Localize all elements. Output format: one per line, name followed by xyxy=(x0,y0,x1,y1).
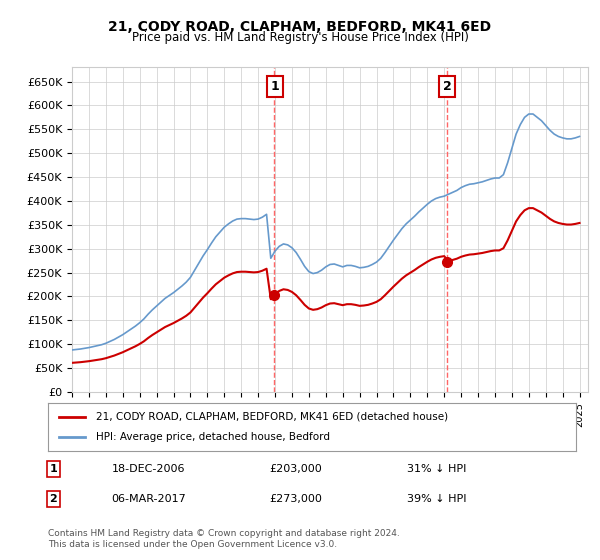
Text: 21, CODY ROAD, CLAPHAM, BEDFORD, MK41 6ED (detached house): 21, CODY ROAD, CLAPHAM, BEDFORD, MK41 6E… xyxy=(95,412,448,422)
Text: 21, CODY ROAD, CLAPHAM, BEDFORD, MK41 6ED: 21, CODY ROAD, CLAPHAM, BEDFORD, MK41 6E… xyxy=(109,20,491,34)
Text: 1: 1 xyxy=(271,80,280,93)
Text: 18-DEC-2006: 18-DEC-2006 xyxy=(112,464,185,474)
Text: 39% ↓ HPI: 39% ↓ HPI xyxy=(407,494,467,504)
Text: 06-MAR-2017: 06-MAR-2017 xyxy=(112,494,186,504)
Text: HPI: Average price, detached house, Bedford: HPI: Average price, detached house, Bedf… xyxy=(95,432,329,442)
Text: 2: 2 xyxy=(443,80,451,93)
Text: £203,000: £203,000 xyxy=(270,464,323,474)
Text: 1: 1 xyxy=(49,464,57,474)
Text: Contains HM Land Registry data © Crown copyright and database right 2024.
This d: Contains HM Land Registry data © Crown c… xyxy=(48,529,400,549)
Text: 2: 2 xyxy=(49,494,57,504)
Text: £273,000: £273,000 xyxy=(270,494,323,504)
Text: Price paid vs. HM Land Registry's House Price Index (HPI): Price paid vs. HM Land Registry's House … xyxy=(131,31,469,44)
Text: 31% ↓ HPI: 31% ↓ HPI xyxy=(407,464,466,474)
